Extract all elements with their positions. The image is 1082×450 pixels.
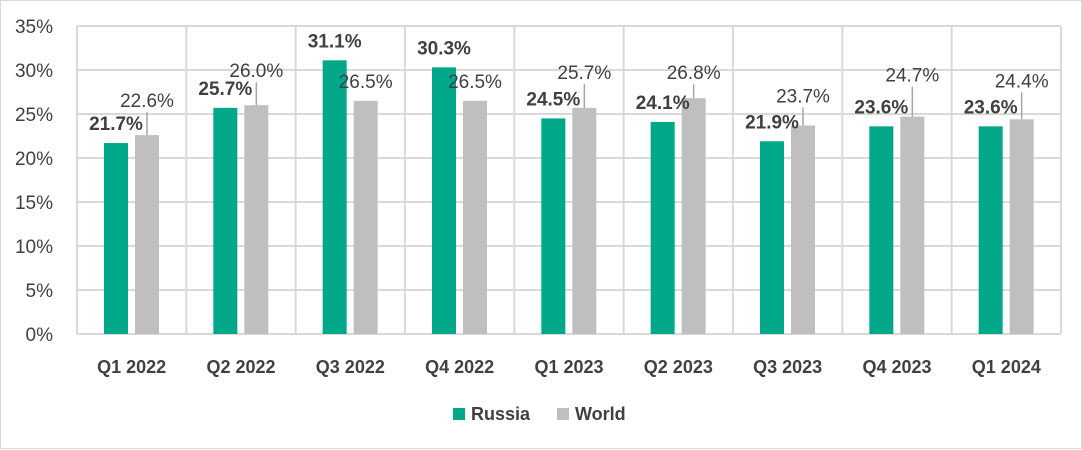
- legend-swatch-world: [557, 408, 569, 420]
- bar-world: [572, 107, 597, 334]
- data-label-russia: 25.7%: [198, 79, 252, 100]
- bar-russia: [213, 107, 238, 334]
- data-label-russia: 21.9%: [745, 112, 799, 133]
- bar-russia: [869, 126, 894, 334]
- data-label-world: 24.4%: [995, 71, 1049, 92]
- bar-world: [135, 135, 159, 334]
- legend-label-world: World: [575, 404, 626, 424]
- bar-russia: [760, 141, 784, 334]
- bar-russia: [322, 60, 347, 334]
- data-label-russia: 31.1%: [308, 31, 362, 52]
- y-tick-label: 15%: [15, 193, 53, 214]
- y-tick-label: 30%: [15, 61, 53, 82]
- bar-world: [1009, 119, 1034, 334]
- legend-swatch-russia: [453, 408, 465, 420]
- bar-world: [900, 116, 925, 334]
- data-label-world: 24.7%: [885, 66, 939, 87]
- bar-russia: [650, 121, 675, 334]
- bar-world: [244, 105, 269, 334]
- y-tick-label: 25%: [15, 105, 53, 126]
- x-tick-label: Q1 2024: [972, 357, 1041, 377]
- bar-russia: [432, 67, 456, 335]
- data-label-russia: 24.5%: [526, 89, 580, 110]
- data-label-russia: 23.6%: [964, 97, 1018, 118]
- y-tick-label: 35%: [15, 17, 53, 38]
- bar-world: [791, 125, 815, 334]
- bar-russia: [104, 143, 128, 334]
- y-tick-label: 20%: [15, 149, 53, 170]
- data-label-russia: 30.3%: [417, 38, 471, 59]
- legend-label-russia: Russia: [471, 404, 531, 424]
- data-label-world: 26.5%: [448, 72, 502, 93]
- y-tick-label: 10%: [15, 237, 53, 258]
- bar-russia: [978, 126, 1003, 334]
- data-label-world: 26.5%: [339, 72, 393, 93]
- x-tick-label: Q1 2023: [534, 357, 603, 377]
- bar-world: [463, 100, 487, 334]
- data-label-world: 22.6%: [120, 91, 174, 112]
- data-label-russia: 24.1%: [636, 93, 690, 114]
- y-tick-label: 5%: [26, 281, 54, 302]
- x-tick-label: Q3 2022: [316, 357, 385, 377]
- bar-world: [353, 100, 378, 334]
- data-label-russia: 21.7%: [89, 114, 143, 135]
- data-label-world: 23.7%: [776, 86, 830, 107]
- data-label-world: 26.8%: [667, 63, 721, 84]
- data-label-russia: 23.6%: [854, 97, 908, 118]
- data-label-world: 25.7%: [557, 63, 611, 84]
- x-tick-label: Q1 2022: [97, 357, 166, 377]
- x-tick-label: Q2 2023: [644, 357, 713, 377]
- x-tick-label: Q4 2022: [425, 357, 494, 377]
- x-tick-label: Q2 2022: [206, 357, 275, 377]
- y-tick-label: 0%: [26, 325, 54, 346]
- data-label-world: 26.0%: [229, 61, 283, 82]
- x-tick-label: Q3 2023: [753, 357, 822, 377]
- bar-russia: [541, 118, 566, 335]
- bar-world: [681, 98, 706, 334]
- x-tick-label: Q4 2023: [862, 357, 931, 377]
